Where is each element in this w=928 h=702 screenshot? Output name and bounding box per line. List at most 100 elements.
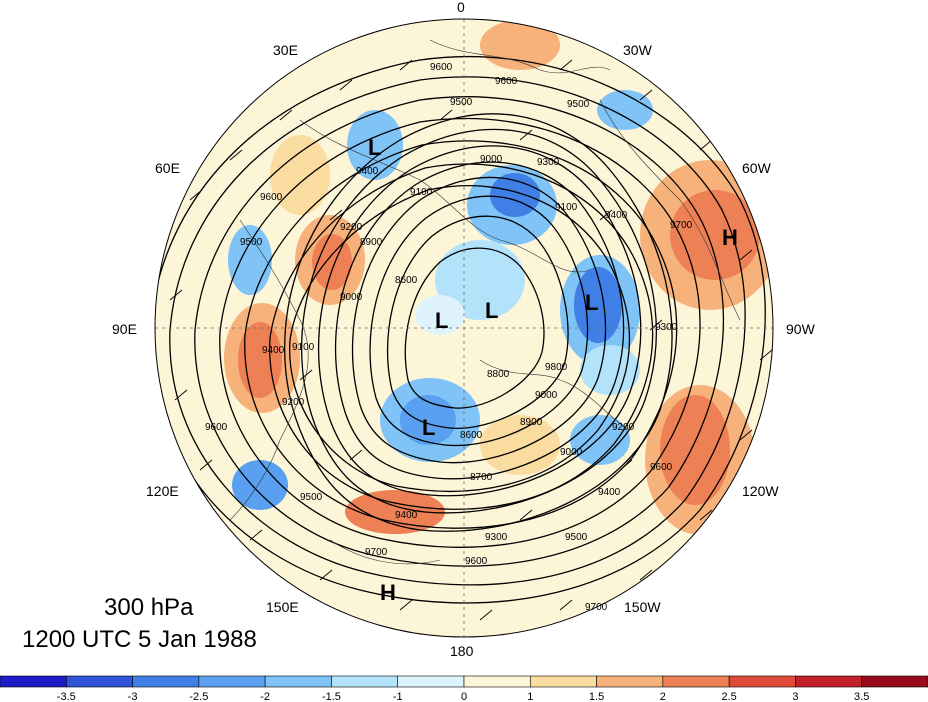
longitude-labels: 0 30W 60W 90W 120W 150W 180 150E 120E 90…	[112, 0, 816, 659]
lon-label-30w: 30W	[623, 42, 653, 58]
colorbar-box	[198, 675, 266, 688]
contour-label: 9500	[450, 97, 473, 108]
cold-anomaly-core	[400, 395, 456, 445]
colorbar: -3.5 -3 -2.5 -2 -1.5 -1 0 1 1.5 2 2.5 3 3.5	[0, 675, 928, 702]
colorbar-tick-label: 0	[461, 691, 467, 702]
contour-label: 9300	[537, 157, 560, 168]
time-title: 1200 UTC 5 Jan 1988	[22, 626, 257, 653]
colorbar-box	[662, 675, 730, 688]
graticule	[155, 19, 773, 637]
contour-label: 9600	[650, 462, 673, 473]
map-border	[154, 18, 774, 638]
colorbar-box	[65, 675, 133, 688]
lon-label-180: 180	[450, 643, 474, 659]
contour-label: 9500	[240, 237, 263, 248]
contour-label: 9300	[485, 532, 508, 543]
colorbar-tick-label: -1.5	[322, 691, 341, 702]
height-contours	[155, 55, 766, 604]
contour-label: 9000	[535, 390, 558, 401]
warm-anomaly-core	[660, 395, 730, 505]
low-pressure-marker: L	[435, 308, 448, 333]
contour-label: 9600	[430, 62, 453, 73]
contour-label: 9700	[670, 220, 693, 231]
contour-label: 9600	[495, 76, 518, 87]
colorbar-tick-label: 1	[527, 691, 533, 702]
lon-label-0: 0	[457, 0, 465, 15]
contour-label: 9600	[260, 192, 283, 203]
high-pressure-marker: H	[380, 580, 396, 605]
contour-label: 8900	[520, 417, 543, 428]
lon-label-150w: 150W	[624, 599, 661, 615]
contour-label: 9400	[395, 510, 418, 521]
contour-label: 8800	[487, 369, 510, 380]
colorbar-tick-label: 1.5	[589, 691, 604, 702]
cold-anomaly-region	[232, 460, 288, 510]
contour-label: 9800	[545, 362, 568, 373]
colorbar-tick-label: -3	[128, 691, 138, 702]
cold-anomaly-core	[574, 267, 622, 343]
cold-anomaly-region	[435, 240, 525, 320]
contour-label: 8700	[470, 472, 493, 483]
cold-anomaly-core	[490, 173, 540, 217]
colorbar-box	[529, 675, 597, 688]
colorbar-box	[463, 675, 531, 688]
contour-label: 9600	[205, 422, 228, 433]
contour-label: 9000	[340, 292, 363, 303]
colorbar-tick-label: -2.5	[189, 691, 208, 702]
colorbar-tick-label: -1	[393, 691, 403, 702]
lon-label-120w: 120W	[742, 483, 779, 499]
contour-label: 9300	[655, 322, 678, 333]
anomaly-shading	[155, 19, 773, 637]
contour-label: 9100	[292, 342, 315, 353]
contour-label: 9500	[300, 492, 323, 503]
warm-anomaly-core	[670, 190, 760, 280]
contour-label: 9400	[605, 210, 628, 221]
colorbar-box	[861, 675, 928, 688]
lon-label-60w: 60W	[742, 160, 772, 176]
contour-label: 9600	[465, 556, 488, 567]
warm-anomaly-region	[480, 20, 560, 70]
lon-label-30e: 30E	[273, 42, 298, 58]
contour-label: 9000	[480, 154, 503, 165]
contour-label: 9500	[565, 532, 588, 543]
lon-label-90w: 90W	[786, 321, 816, 337]
contour-label: 9400	[598, 487, 621, 498]
wind-barbs	[169, 59, 773, 621]
low-pressure-marker: L	[485, 298, 498, 323]
contour-label: 9200	[340, 222, 363, 233]
colorbar-box	[728, 675, 796, 688]
colorbar-box	[596, 675, 664, 688]
colorbar-box	[331, 675, 399, 688]
contour-label: 9200	[282, 397, 305, 408]
colorbar-tick-label: 3.5	[854, 691, 869, 702]
colorbar-tick-label: 3	[792, 691, 798, 702]
warm-anomaly-region	[270, 135, 330, 215]
contour-label: 8600	[460, 430, 483, 441]
lon-label-120e: 120E	[146, 483, 179, 499]
colorbar-tick-label: 2.5	[721, 691, 736, 702]
low-pressure-marker: L	[368, 135, 381, 160]
colorbar-box	[397, 675, 465, 688]
coastlines	[229, 39, 741, 565]
level-title: 300 hPa	[104, 594, 194, 621]
warm-anomaly-core	[345, 490, 445, 534]
contour-label-group: 9600 9600 9500 9500 9500 9000 9300 9400 …	[205, 62, 693, 613]
cold-anomaly-region	[415, 295, 465, 335]
cold-anomaly-region	[347, 110, 403, 180]
contour-label: 9700	[585, 602, 608, 613]
colorbar-boxes	[0, 675, 928, 688]
warm-anomaly-core	[312, 234, 352, 290]
contour-label: 9000	[560, 447, 583, 458]
contour-label: 9100	[555, 202, 578, 213]
contour-label: 9100	[410, 187, 433, 198]
contour-label: 9500	[567, 99, 590, 110]
colorbar-box	[795, 675, 863, 688]
colorbar-box	[264, 675, 332, 688]
colorbar-tick-label: -2	[260, 691, 270, 702]
lon-label-90e: 90E	[112, 321, 137, 337]
low-pressure-marker: L	[585, 290, 598, 315]
colorbar-box	[0, 675, 67, 688]
contour-label: 9400	[262, 345, 285, 356]
colorbar-box	[132, 675, 200, 688]
lon-label-150e: 150E	[266, 599, 299, 615]
